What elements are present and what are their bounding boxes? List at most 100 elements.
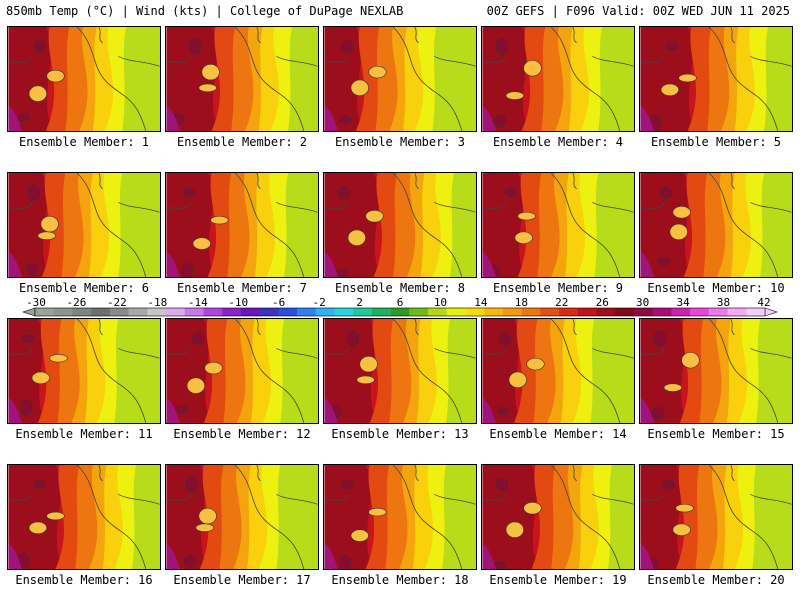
ensemble-member-label: Ensemble Member: 16 xyxy=(15,573,153,587)
colorbar-swatch xyxy=(446,308,466,316)
colorbar-min-arrow xyxy=(22,307,36,317)
header-valid-time: 00Z GEFS | F096 Valid: 00Z WED JUN 11 20… xyxy=(486,4,790,18)
ensemble-member-label: Ensemble Member: 18 xyxy=(331,573,469,587)
temperature-field xyxy=(324,27,476,131)
colorbar-swatch xyxy=(128,308,148,316)
colorbar-tick-label: 18 xyxy=(515,296,528,309)
colorbar-tick-label: 6 xyxy=(397,296,404,309)
colorbar-swatch xyxy=(708,308,728,316)
colorbar-swatch xyxy=(35,308,55,316)
ensemble-member-map xyxy=(165,464,319,570)
colorbar-swatch xyxy=(596,308,616,316)
temperature-field xyxy=(166,173,318,277)
colorbar-swatch xyxy=(746,308,766,316)
colorbar-tick-label: -2 xyxy=(312,296,325,309)
ensemble-member-map xyxy=(481,318,635,424)
colorbar-swatch xyxy=(559,308,579,316)
temperature-field xyxy=(8,173,160,277)
ensemble-member-map xyxy=(7,26,161,132)
ensemble-member-label: Ensemble Member: 13 xyxy=(331,427,469,441)
ensemble-member-map xyxy=(165,318,319,424)
ensemble-member-map xyxy=(7,172,161,278)
ensemble-member-label: Ensemble Member: 9 xyxy=(492,281,624,295)
temperature-field xyxy=(640,465,792,569)
colorbar-tick-label: -10 xyxy=(228,296,248,309)
colorbar-swatch xyxy=(334,308,354,316)
colorbar-tick-label: -22 xyxy=(107,296,127,309)
colorbar-tick-label: 10 xyxy=(434,296,447,309)
colorbar-swatch xyxy=(577,308,597,316)
colorbar-swatch xyxy=(502,308,522,316)
colorbar-swatch xyxy=(315,308,335,316)
ensemble-member-label: Ensemble Member: 15 xyxy=(647,427,785,441)
ensemble-member-map xyxy=(323,26,477,132)
ensemble-member-label: Ensemble Member: 20 xyxy=(647,573,785,587)
ensemble-member-label: Ensemble Member: 2 xyxy=(176,135,308,149)
ensemble-member-label: Ensemble Member: 19 xyxy=(489,573,627,587)
ensemble-member-map xyxy=(639,172,793,278)
temperature-field xyxy=(166,319,318,423)
ensemble-member-map xyxy=(639,318,793,424)
temperature-field xyxy=(640,173,792,277)
ensemble-member-label: Ensemble Member: 7 xyxy=(176,281,308,295)
colorbar-swatch xyxy=(428,308,448,316)
colorbar-swatch xyxy=(240,308,260,316)
colorbar-tick-label: 42 xyxy=(757,296,770,309)
ensemble-member-map xyxy=(481,26,635,132)
ensemble-member-map xyxy=(639,464,793,570)
colorbar-swatch xyxy=(297,308,317,316)
colorbar-tick-label: 22 xyxy=(555,296,568,309)
colorbar-tick-label: 14 xyxy=(474,296,488,309)
colorbar-swatch xyxy=(222,308,242,316)
colorbar-outline xyxy=(34,307,766,317)
ensemble-member-label: Ensemble Member: 17 xyxy=(173,573,311,587)
colorbar-swatch xyxy=(109,308,129,316)
colorbar-tick-label: 34 xyxy=(676,296,690,309)
colorbar-tick-label: 30 xyxy=(636,296,649,309)
temperature-field xyxy=(324,465,476,569)
ensemble-member-map xyxy=(323,464,477,570)
colorbar-swatch xyxy=(465,308,485,316)
ensemble-member-label: Ensemble Member: 5 xyxy=(650,135,782,149)
ensemble-member-map xyxy=(165,26,319,132)
temperature-field xyxy=(482,319,634,423)
colorbar-swatch xyxy=(727,308,747,316)
ensemble-member-label: Ensemble Member: 10 xyxy=(647,281,785,295)
colorbar-swatch xyxy=(203,308,223,316)
colorbar-swatch xyxy=(540,308,560,316)
colorbar-swatch xyxy=(615,308,635,316)
colorbar-swatch xyxy=(633,308,653,316)
temperature-field xyxy=(166,27,318,131)
colorbar-swatch xyxy=(390,308,410,316)
colorbar-swatch xyxy=(353,308,373,316)
temperature-field xyxy=(8,27,160,131)
colorbar-tick-label: -26 xyxy=(67,296,87,309)
ensemble-member-map xyxy=(481,464,635,570)
colorbar-swatch xyxy=(521,308,541,316)
ensemble-member-map xyxy=(7,318,161,424)
temperature-field xyxy=(8,465,160,569)
colorbar-tick-label: -30 xyxy=(26,296,46,309)
ensemble-member-label: Ensemble Member: 1 xyxy=(18,135,150,149)
colorbar-swatch xyxy=(671,308,691,316)
colorbar-swatch xyxy=(259,308,279,316)
temperature-field xyxy=(324,319,476,423)
colorbar-swatch xyxy=(652,308,672,316)
colorbar-tick-label: -18 xyxy=(147,296,167,309)
colorbar-swatch xyxy=(484,308,504,316)
ensemble-member-map xyxy=(481,172,635,278)
colorbar-tick-label: 26 xyxy=(596,296,609,309)
ensemble-member-label: Ensemble Member: 6 xyxy=(18,281,150,295)
ensemble-member-label: Ensemble Member: 8 xyxy=(334,281,466,295)
colorbar-swatch xyxy=(72,308,92,316)
temperature-field xyxy=(482,173,634,277)
temperature-field xyxy=(8,319,160,423)
ensemble-member-map xyxy=(323,318,477,424)
ensemble-member-map xyxy=(323,172,477,278)
colorbar-swatch xyxy=(409,308,429,316)
colorbar-tick-label: 2 xyxy=(356,296,363,309)
temperature-field xyxy=(640,27,792,131)
colorbar-tick-label: -6 xyxy=(272,296,285,309)
ensemble-member-label: Ensemble Member: 11 xyxy=(15,427,153,441)
ensemble-member-map xyxy=(639,26,793,132)
